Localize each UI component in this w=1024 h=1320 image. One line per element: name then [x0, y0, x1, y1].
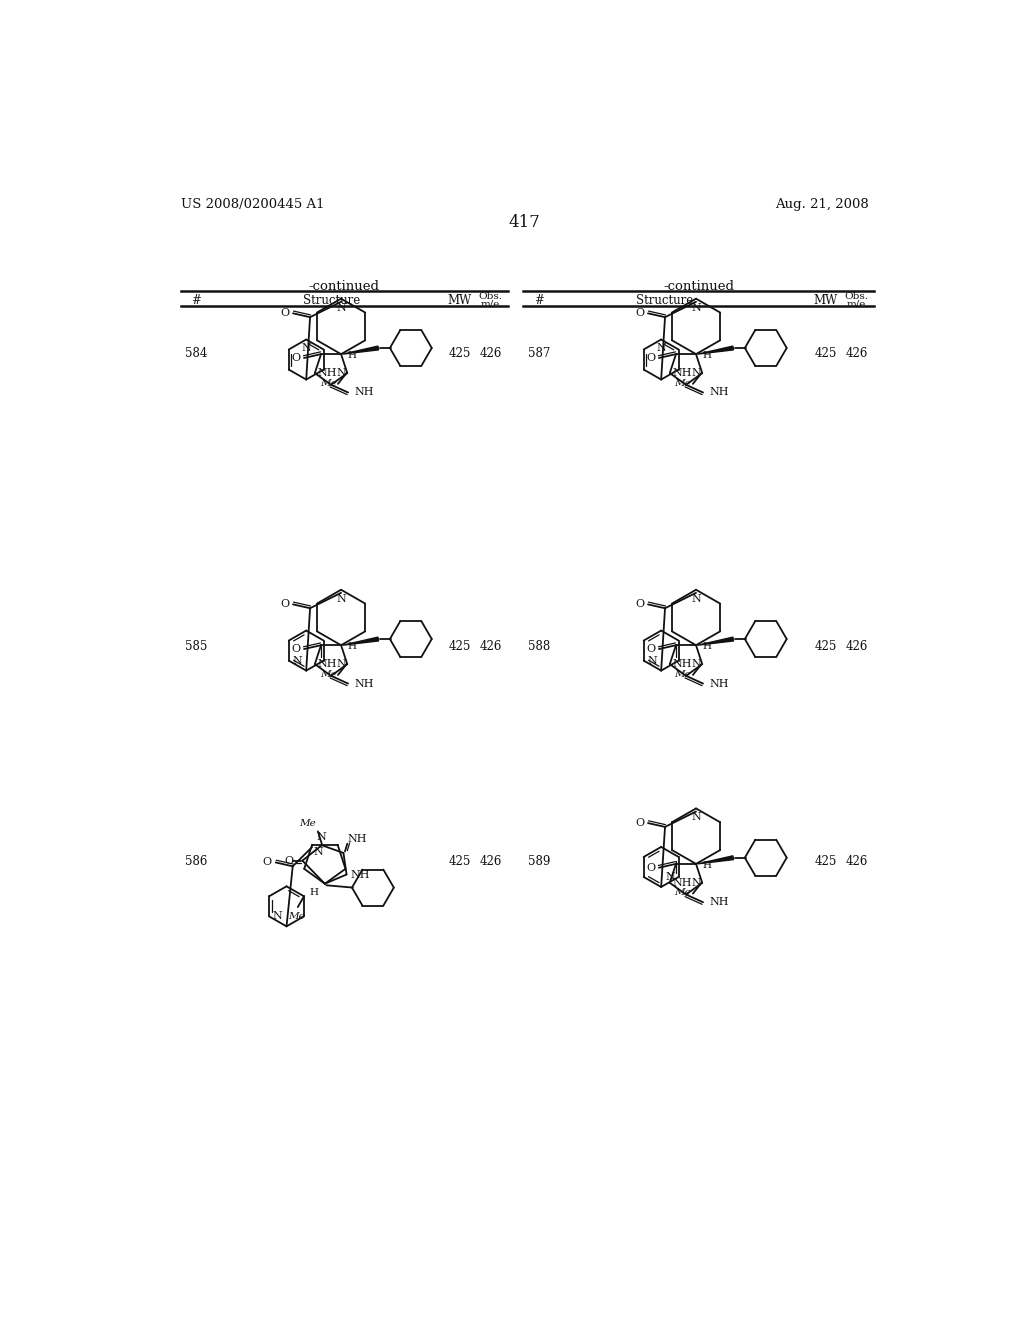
Text: N: N	[336, 594, 346, 603]
Text: 425: 425	[814, 640, 837, 652]
Text: O: O	[646, 352, 655, 363]
Text: m/e: m/e	[481, 300, 501, 309]
Text: N: N	[301, 343, 311, 354]
Text: H: H	[702, 861, 712, 870]
Text: O: O	[284, 855, 293, 866]
Text: 426: 426	[846, 347, 867, 360]
Text: Obs.: Obs.	[478, 293, 503, 301]
Polygon shape	[697, 346, 733, 354]
Text: 426: 426	[479, 640, 502, 652]
Text: N: N	[691, 368, 701, 378]
Text: NH: NH	[354, 678, 374, 689]
Text: N: N	[316, 832, 327, 842]
Text: #: #	[191, 294, 201, 308]
Polygon shape	[343, 346, 379, 354]
Text: H: H	[347, 643, 356, 651]
Text: 417: 417	[509, 214, 541, 231]
Text: N: N	[293, 656, 302, 665]
Text: O: O	[263, 858, 271, 867]
Text: O: O	[646, 863, 655, 873]
Text: Me: Me	[675, 888, 691, 898]
Text: O: O	[280, 309, 289, 318]
Text: 586: 586	[185, 855, 208, 869]
Text: O: O	[291, 352, 300, 363]
Text: 425: 425	[449, 855, 471, 869]
Text: Structure: Structure	[636, 294, 693, 308]
Text: 426: 426	[479, 855, 502, 869]
Text: 425: 425	[814, 347, 837, 360]
Text: H: H	[702, 351, 712, 360]
Text: O: O	[635, 599, 644, 610]
Text: MW: MW	[447, 294, 472, 308]
Text: 425: 425	[449, 640, 471, 652]
Text: NH: NH	[317, 368, 337, 378]
Text: N: N	[656, 343, 666, 354]
Text: 425: 425	[449, 347, 471, 360]
Text: 425: 425	[814, 855, 837, 869]
Text: N: N	[313, 847, 324, 857]
Text: 588: 588	[527, 640, 550, 652]
Text: H: H	[347, 351, 356, 360]
Text: N: N	[337, 659, 346, 669]
Polygon shape	[697, 855, 733, 863]
Text: Me: Me	[319, 669, 337, 678]
Text: N: N	[337, 368, 346, 378]
Text: N: N	[273, 911, 283, 921]
Text: N: N	[647, 656, 657, 665]
Text: Me: Me	[288, 912, 304, 921]
Text: 426: 426	[846, 640, 867, 652]
Text: NH: NH	[350, 870, 370, 879]
Text: O: O	[646, 644, 655, 653]
Text: Me: Me	[300, 820, 316, 829]
Text: O: O	[635, 309, 644, 318]
Text: H: H	[309, 887, 318, 896]
Text: 426: 426	[846, 855, 867, 869]
Text: Me: Me	[675, 669, 691, 678]
Text: Structure: Structure	[303, 294, 359, 308]
Text: NH: NH	[317, 659, 337, 669]
Text: Me: Me	[675, 379, 691, 388]
Polygon shape	[697, 638, 733, 645]
Text: N: N	[691, 659, 701, 669]
Text: MW: MW	[813, 294, 838, 308]
Text: 585: 585	[185, 640, 208, 652]
Text: N: N	[691, 812, 700, 822]
Text: O: O	[280, 599, 289, 610]
Text: O: O	[291, 644, 300, 653]
Text: NH: NH	[710, 388, 729, 397]
Text: 584: 584	[185, 347, 208, 360]
Text: Me: Me	[319, 379, 337, 388]
Text: #: #	[534, 294, 544, 308]
Text: 426: 426	[479, 347, 502, 360]
Text: H: H	[702, 643, 712, 651]
Text: NH: NH	[672, 659, 691, 669]
Text: NH: NH	[354, 388, 374, 397]
Text: N: N	[665, 873, 675, 882]
Text: NH: NH	[672, 368, 691, 378]
Text: NH: NH	[710, 678, 729, 689]
Text: 587: 587	[527, 347, 550, 360]
Text: -continued: -continued	[308, 280, 380, 293]
Text: N: N	[691, 594, 700, 603]
Text: -continued: -continued	[663, 280, 734, 293]
Text: N: N	[691, 878, 701, 888]
Text: Obs.: Obs.	[845, 293, 868, 301]
Text: N: N	[336, 302, 346, 313]
Text: m/e: m/e	[847, 300, 866, 309]
Text: NH: NH	[672, 878, 691, 888]
Polygon shape	[343, 638, 379, 645]
Text: N: N	[691, 302, 700, 313]
Text: US 2008/0200445 A1: US 2008/0200445 A1	[180, 198, 325, 211]
Text: O: O	[635, 818, 644, 828]
Text: Aug. 21, 2008: Aug. 21, 2008	[775, 198, 869, 211]
Text: 589: 589	[527, 855, 550, 869]
Text: NH: NH	[347, 834, 367, 843]
Text: NH: NH	[710, 898, 729, 907]
